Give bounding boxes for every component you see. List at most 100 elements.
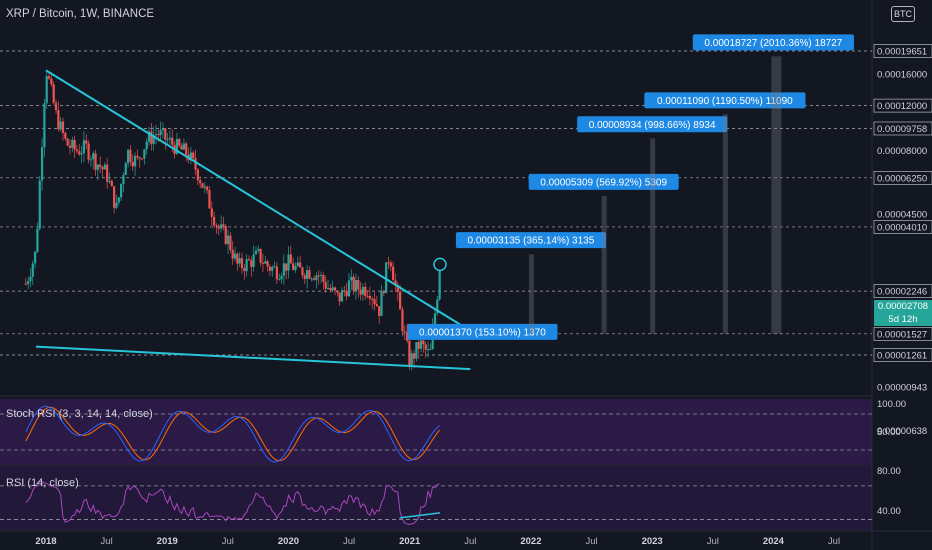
target-label: 0.00018727 (2010.36%) 18727	[704, 38, 842, 49]
candle-body	[364, 286, 367, 296]
candle-body	[259, 248, 262, 263]
candle-body	[333, 287, 337, 291]
candle-body	[326, 288, 330, 290]
candle-body	[312, 278, 316, 281]
candle-body	[185, 143, 188, 155]
rsi-title: RSI (14, close)	[6, 477, 79, 489]
candle-body	[426, 349, 430, 351]
stoch-d-line	[25, 406, 441, 462]
level-label-box	[873, 327, 932, 341]
candle-body	[371, 298, 374, 300]
candle-body	[66, 138, 69, 146]
target-label: 0.00011090 (1190.50%) 11090	[657, 96, 793, 107]
candle-body	[210, 208, 213, 217]
time-axis-label: Jul	[343, 536, 355, 547]
currency-badge[interactable]: BTC	[891, 6, 915, 22]
candle-body	[243, 268, 246, 272]
target-projection-bar	[650, 138, 656, 334]
candle-body	[85, 140, 88, 144]
candle-body	[140, 158, 144, 160]
price-axis-label: 0.00004500	[877, 210, 927, 221]
level-label-box	[873, 98, 932, 113]
time-axis-label: Jul	[222, 536, 234, 547]
candle-body	[303, 275, 306, 279]
candle-body	[31, 263, 34, 277]
level-label-box	[873, 44, 932, 58]
breakout-marker	[433, 257, 447, 272]
candle-body	[143, 149, 146, 159]
target-label-box	[644, 92, 806, 109]
candle-body	[120, 183, 123, 198]
target-label: 0.00001370 (153.10%) 1370	[419, 327, 546, 338]
candle-body	[213, 216, 216, 226]
candle-body	[99, 164, 102, 168]
time-axis-label: 2021	[399, 536, 421, 547]
candle-body	[115, 202, 118, 208]
candle-body	[231, 249, 234, 259]
time-axis-label: 2022	[520, 536, 541, 547]
target-projection-bar	[601, 195, 607, 334]
candle-body	[408, 340, 411, 367]
candle-body	[301, 267, 304, 276]
candle-body	[87, 143, 90, 160]
wedge-trendline-lower	[35, 345, 471, 371]
candle-body	[394, 280, 397, 285]
candle-body	[429, 348, 432, 350]
candle-body	[80, 153, 83, 155]
candle-body	[40, 147, 44, 181]
target-projection-bar	[722, 114, 728, 334]
candle-body	[43, 103, 46, 148]
time-axis-label: Jul	[585, 536, 597, 547]
candle-body	[208, 189, 211, 209]
candle-body	[417, 342, 420, 349]
candle-body	[354, 279, 358, 291]
candle-body	[343, 290, 346, 292]
candle-body	[233, 253, 237, 259]
candle-body	[122, 175, 125, 184]
candle-body	[168, 137, 172, 140]
candle-body	[368, 295, 371, 299]
candle-body	[24, 283, 27, 285]
candle-body	[436, 299, 439, 314]
candle-body	[203, 186, 206, 188]
level-label-box	[873, 284, 932, 298]
target-projection-bar	[771, 56, 782, 334]
candle-body	[308, 270, 311, 279]
candle-body	[345, 290, 348, 297]
candle-body	[266, 261, 269, 267]
candle-body	[54, 102, 58, 111]
candle-body	[271, 267, 274, 271]
price-axis-label: 0.00001261	[877, 351, 927, 362]
candle-body	[78, 151, 81, 155]
candle-body	[215, 225, 218, 227]
candle-body	[157, 134, 160, 136]
candle-body	[75, 149, 79, 152]
candle-body	[378, 306, 381, 316]
candle-body	[152, 135, 155, 144]
target-label-box	[528, 173, 679, 190]
candle-body	[178, 139, 181, 146]
candle-body	[322, 274, 325, 282]
candle-body	[166, 139, 169, 141]
price-axis-label: 0.00012000	[877, 101, 927, 112]
candle-body	[415, 342, 418, 359]
price-axis-label: 0.00019651	[877, 47, 927, 58]
candle-body	[59, 121, 62, 130]
target-label-box	[407, 323, 558, 340]
candle-body	[145, 141, 148, 150]
price-axis-label: 0.00000943	[877, 383, 927, 394]
target-projection-bar	[528, 254, 534, 334]
candle-body	[392, 266, 395, 281]
candle-body	[110, 180, 113, 187]
candle-body	[366, 295, 369, 297]
candle-body	[164, 128, 167, 140]
candle-body	[273, 266, 276, 268]
candle-body	[410, 353, 413, 367]
candle-body	[401, 309, 404, 332]
candle-body	[147, 131, 151, 142]
candle-body	[136, 155, 139, 158]
candle-body	[38, 180, 41, 229]
candle-body	[382, 291, 385, 294]
candle-body	[133, 155, 137, 167]
